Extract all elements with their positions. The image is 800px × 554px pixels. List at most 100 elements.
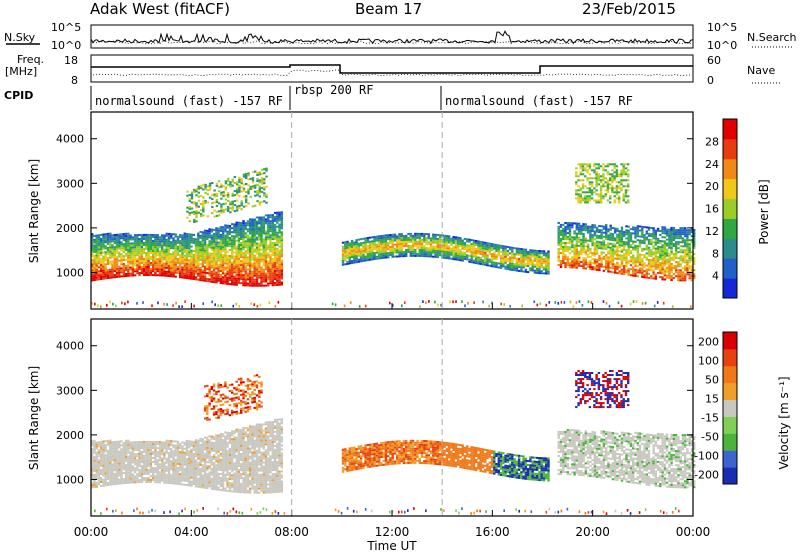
power-cell [564, 244, 567, 246]
power-cell [647, 266, 651, 269]
power-cell [641, 247, 644, 250]
power-ground-cell [455, 300, 457, 303]
power-cell [611, 253, 615, 256]
power-cell [120, 271, 123, 274]
power-cell [504, 249, 507, 252]
power-cell [624, 193, 628, 196]
power-cell [203, 229, 207, 232]
power-cell [215, 253, 218, 256]
power-cell [586, 229, 590, 232]
power-cell [344, 245, 347, 248]
power-cell [176, 249, 180, 252]
power-cell [165, 274, 168, 277]
power-cell [690, 241, 694, 244]
power-ground-cell [641, 302, 644, 305]
power-cell [616, 249, 619, 252]
power-cell [120, 269, 123, 272]
power-cell [208, 252, 211, 255]
power-cell [188, 239, 191, 242]
power-cell [97, 254, 101, 257]
power-cell [255, 252, 259, 255]
power-cell [586, 245, 590, 248]
power-cell [586, 199, 589, 202]
power-cell [668, 240, 671, 243]
power-cell [217, 249, 220, 252]
power-cell [526, 259, 530, 261]
power-cell [618, 246, 621, 249]
power-cell [622, 197, 625, 200]
power-cell [562, 262, 565, 264]
power-cell [679, 263, 682, 266]
power-cell [138, 274, 141, 277]
power-cell [529, 269, 532, 272]
power-cell [520, 268, 523, 271]
power-cell [557, 231, 560, 234]
power-cell [217, 186, 221, 189]
power-cell [447, 239, 451, 242]
power-cell [201, 243, 204, 246]
power-cell [231, 227, 234, 230]
power-cell [213, 193, 216, 196]
power-cell [91, 247, 94, 250]
power-cell [690, 275, 694, 278]
power-cell [203, 273, 207, 276]
power-cell [670, 265, 673, 267]
power-cell [615, 181, 619, 184]
power-cell [217, 253, 220, 256]
power-cell [599, 185, 603, 188]
power-cell [273, 217, 277, 220]
power-cell [409, 246, 412, 249]
power-cell [156, 270, 159, 273]
power-cell [588, 191, 592, 194]
power-cell [663, 228, 667, 231]
power-cell [181, 268, 184, 271]
power-cell [258, 203, 261, 206]
power-cell [580, 240, 583, 243]
power-cell [228, 267, 232, 270]
power-cell [344, 243, 347, 246]
power-cell [520, 250, 523, 253]
power-cell [242, 230, 245, 233]
power-cell [586, 255, 590, 258]
power-cell [684, 239, 687, 242]
power-cell [486, 250, 489, 253]
power-ground-cell [569, 300, 572, 304]
power-cell [348, 252, 351, 255]
power-cell [387, 256, 390, 259]
power-cell [595, 252, 599, 255]
power-cell [573, 230, 576, 233]
power-cell [445, 243, 449, 246]
power-cell [109, 276, 112, 279]
power-cell [438, 238, 442, 241]
power-cell [559, 225, 563, 228]
power-cell [591, 230, 594, 233]
power-cell [161, 260, 164, 263]
power-cell [142, 262, 146, 264]
power-cell [265, 169, 268, 172]
power-cell [221, 260, 225, 263]
power-cell [195, 212, 198, 215]
power-cell [264, 218, 268, 221]
power-cell [265, 167, 268, 170]
power-cell [609, 197, 612, 200]
power-cell [679, 245, 682, 248]
power-cell [199, 215, 203, 218]
power-cell [607, 270, 610, 273]
power-cell [113, 274, 116, 277]
power-cell [573, 264, 576, 267]
power-cell [623, 267, 626, 270]
power-cell [273, 284, 277, 287]
power-cell [235, 251, 238, 254]
power-cell [255, 282, 259, 285]
power-cell [203, 259, 207, 262]
power-cell [174, 269, 177, 272]
power-cell [513, 253, 516, 256]
power-cell [373, 254, 376, 256]
power-cell [681, 249, 685, 252]
power-cell [188, 265, 191, 268]
power-cell [595, 234, 599, 237]
power-cell [636, 253, 639, 256]
power-cell [174, 253, 177, 256]
power-cell [129, 250, 132, 253]
power-cell [502, 261, 505, 264]
